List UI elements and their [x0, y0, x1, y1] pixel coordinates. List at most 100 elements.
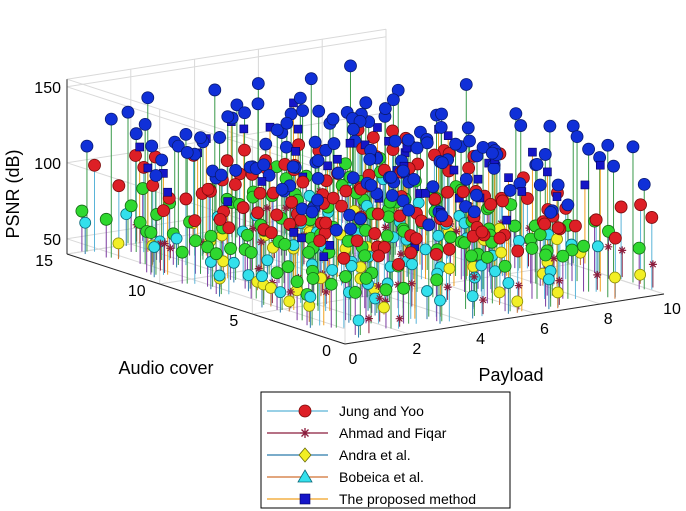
data-point	[648, 260, 657, 269]
data-point	[171, 139, 185, 153]
data-point	[589, 213, 603, 227]
legend-label: Jung and Yoo	[339, 403, 424, 419]
data-point	[135, 142, 144, 152]
data-point	[312, 104, 326, 118]
data-point	[227, 256, 240, 269]
data-point	[396, 250, 405, 259]
data-point	[551, 286, 564, 299]
data-point	[350, 234, 364, 248]
data-point	[428, 192, 442, 206]
data-point	[104, 112, 118, 126]
data-point	[593, 270, 602, 279]
data-point	[326, 264, 339, 276]
data-point	[208, 83, 222, 97]
data-point	[503, 184, 517, 197]
data-point	[580, 180, 590, 190]
data-point	[228, 178, 242, 191]
data-point	[306, 272, 320, 285]
data-point	[311, 154, 325, 167]
data-point	[339, 157, 352, 171]
data-point	[404, 246, 418, 260]
grid-line	[66, 28, 387, 80]
data-point	[406, 258, 418, 271]
z-axis-label: PSNR (dB)	[3, 149, 23, 238]
data-point	[297, 233, 306, 243]
data-point	[238, 106, 251, 120]
axis-line	[344, 293, 665, 345]
data-point	[319, 252, 329, 261]
data-point	[213, 213, 227, 226]
y-tick-label: 5	[229, 313, 238, 330]
data-point	[514, 119, 528, 132]
data-point	[380, 229, 394, 243]
data-point	[373, 123, 382, 132]
data-point	[313, 234, 327, 248]
data-point	[634, 198, 647, 212]
data-point	[495, 246, 508, 259]
data-point	[194, 131, 207, 145]
data-point	[256, 270, 268, 283]
data-point	[221, 110, 235, 124]
data-point	[434, 294, 446, 307]
data-point	[229, 163, 242, 177]
z-tick-label: 50	[43, 232, 61, 249]
legend-marker	[298, 447, 312, 463]
data-point	[358, 249, 372, 263]
data-point	[607, 159, 620, 173]
legend-item: Ahmad and Fiqar	[267, 425, 447, 441]
data-point	[236, 201, 250, 214]
data-point	[223, 197, 233, 206]
data-point	[281, 260, 295, 274]
data-point	[230, 98, 244, 112]
y-axis-label: Audio cover	[118, 358, 213, 378]
data-point	[143, 163, 153, 173]
axis-line	[66, 253, 346, 345]
data-point	[502, 277, 515, 289]
data-point	[614, 200, 628, 214]
data-point	[626, 140, 640, 154]
data-point	[508, 219, 522, 233]
data-point	[462, 161, 476, 175]
data-point	[129, 127, 143, 141]
data-point	[304, 72, 318, 86]
data-point	[259, 137, 273, 151]
data-point	[327, 137, 341, 150]
data-point	[525, 241, 539, 255]
legend-marker	[299, 493, 311, 505]
data-point	[421, 285, 433, 297]
data-point	[348, 285, 362, 299]
data-point	[286, 287, 295, 296]
data-point	[163, 187, 172, 197]
data-point	[289, 228, 299, 237]
data-point	[359, 272, 373, 285]
data-point	[144, 226, 158, 239]
data-point	[604, 242, 613, 251]
data-point	[112, 179, 126, 193]
data-point	[443, 131, 453, 140]
data-point	[419, 243, 432, 256]
data-point	[304, 290, 317, 303]
data-point	[530, 157, 544, 171]
data-point	[329, 223, 343, 237]
data-point	[601, 138, 615, 152]
data-point	[352, 314, 365, 327]
data-point	[99, 212, 113, 226]
data-point	[326, 191, 340, 205]
data-point	[582, 142, 596, 156]
data-point	[465, 249, 478, 263]
data-point	[475, 225, 489, 239]
data-point	[426, 180, 440, 194]
data-point	[333, 154, 342, 164]
data-point	[179, 127, 193, 141]
data-point	[156, 239, 165, 248]
data-point	[170, 232, 183, 245]
data-point	[278, 238, 292, 251]
data-point	[293, 124, 303, 134]
data-point	[343, 208, 356, 222]
data-point	[279, 140, 293, 154]
data-point	[397, 281, 410, 295]
data-point	[345, 260, 358, 272]
y-tick-label: 10	[128, 283, 146, 300]
